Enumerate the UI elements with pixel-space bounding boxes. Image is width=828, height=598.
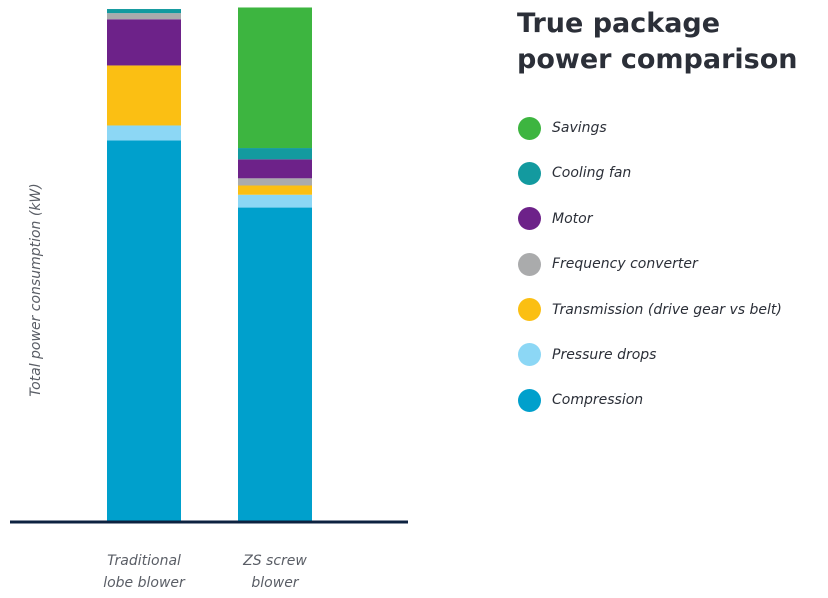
legend-item: Cooling fan <box>518 161 782 185</box>
legend-swatch <box>518 252 541 276</box>
legend-item: Savings <box>518 116 782 140</box>
bar-segment-compression <box>238 207 312 521</box>
chart-title-line: True package <box>517 8 721 39</box>
legend-swatch <box>518 116 541 140</box>
legend: Savings Cooling fan Motor Frequency convert… <box>518 116 782 435</box>
legend-swatch <box>518 388 541 412</box>
legend-label: Frequency converter <box>552 256 698 273</box>
legend-item: Compression <box>518 388 782 412</box>
bar-segment-motor-band <box>107 13 181 20</box>
legend-swatch <box>518 207 541 231</box>
bar-segment-compression <box>107 140 181 521</box>
bar-segment-transmission-drive-gear-vs-belt- <box>107 65 181 126</box>
chart-title: True package power comparison <box>517 6 822 78</box>
bar-segment-transmission-drive-gear-vs-belt- <box>238 185 312 195</box>
bar-segment-motor <box>107 19 181 66</box>
legend-label: Motor <box>552 210 593 227</box>
legend-item: Pressure drops <box>518 343 782 367</box>
x-tick-label-line: lobe blower <box>103 575 185 591</box>
bar-segment-pressure-drops <box>107 125 181 141</box>
x-tick-label-line: Traditional <box>107 553 181 569</box>
legend-swatch <box>518 298 541 322</box>
legend-item: Transmission (drive gear vs belt) <box>518 298 782 322</box>
bars-group <box>107 7 312 521</box>
x-tick-label-line: ZS screw <box>243 553 307 569</box>
legend-swatch <box>518 161 541 185</box>
legend-label: Savings <box>552 120 607 136</box>
bar-segment-motor <box>238 159 312 179</box>
legend-label: Transmission (drive gear vs belt) <box>552 301 782 318</box>
legend-label: Compression <box>552 392 644 409</box>
x-tick-label-zs-screw: ZS screw blower <box>215 550 335 594</box>
y-axis-label: Total power consumption (kW) <box>28 183 44 397</box>
legend-item: Frequency converter <box>518 252 782 276</box>
x-tick-label-line: blower <box>251 575 299 591</box>
bar-segment-frequency-converter <box>238 178 312 186</box>
bar-segment-cooling-fan <box>238 148 312 160</box>
legend-swatch <box>518 343 541 367</box>
bar-segment-pressure-drops <box>238 194 312 208</box>
chart-title-line: power comparison <box>517 44 798 75</box>
bar-segment-savings <box>238 7 312 149</box>
legend-label: Pressure drops <box>552 346 657 363</box>
legend-item: Motor <box>518 207 782 231</box>
legend-label: Cooling fan <box>552 165 632 182</box>
bar-segment-cooling-fan <box>107 9 181 14</box>
x-tick-label-traditional: Traditional lobe blower <box>84 550 204 594</box>
